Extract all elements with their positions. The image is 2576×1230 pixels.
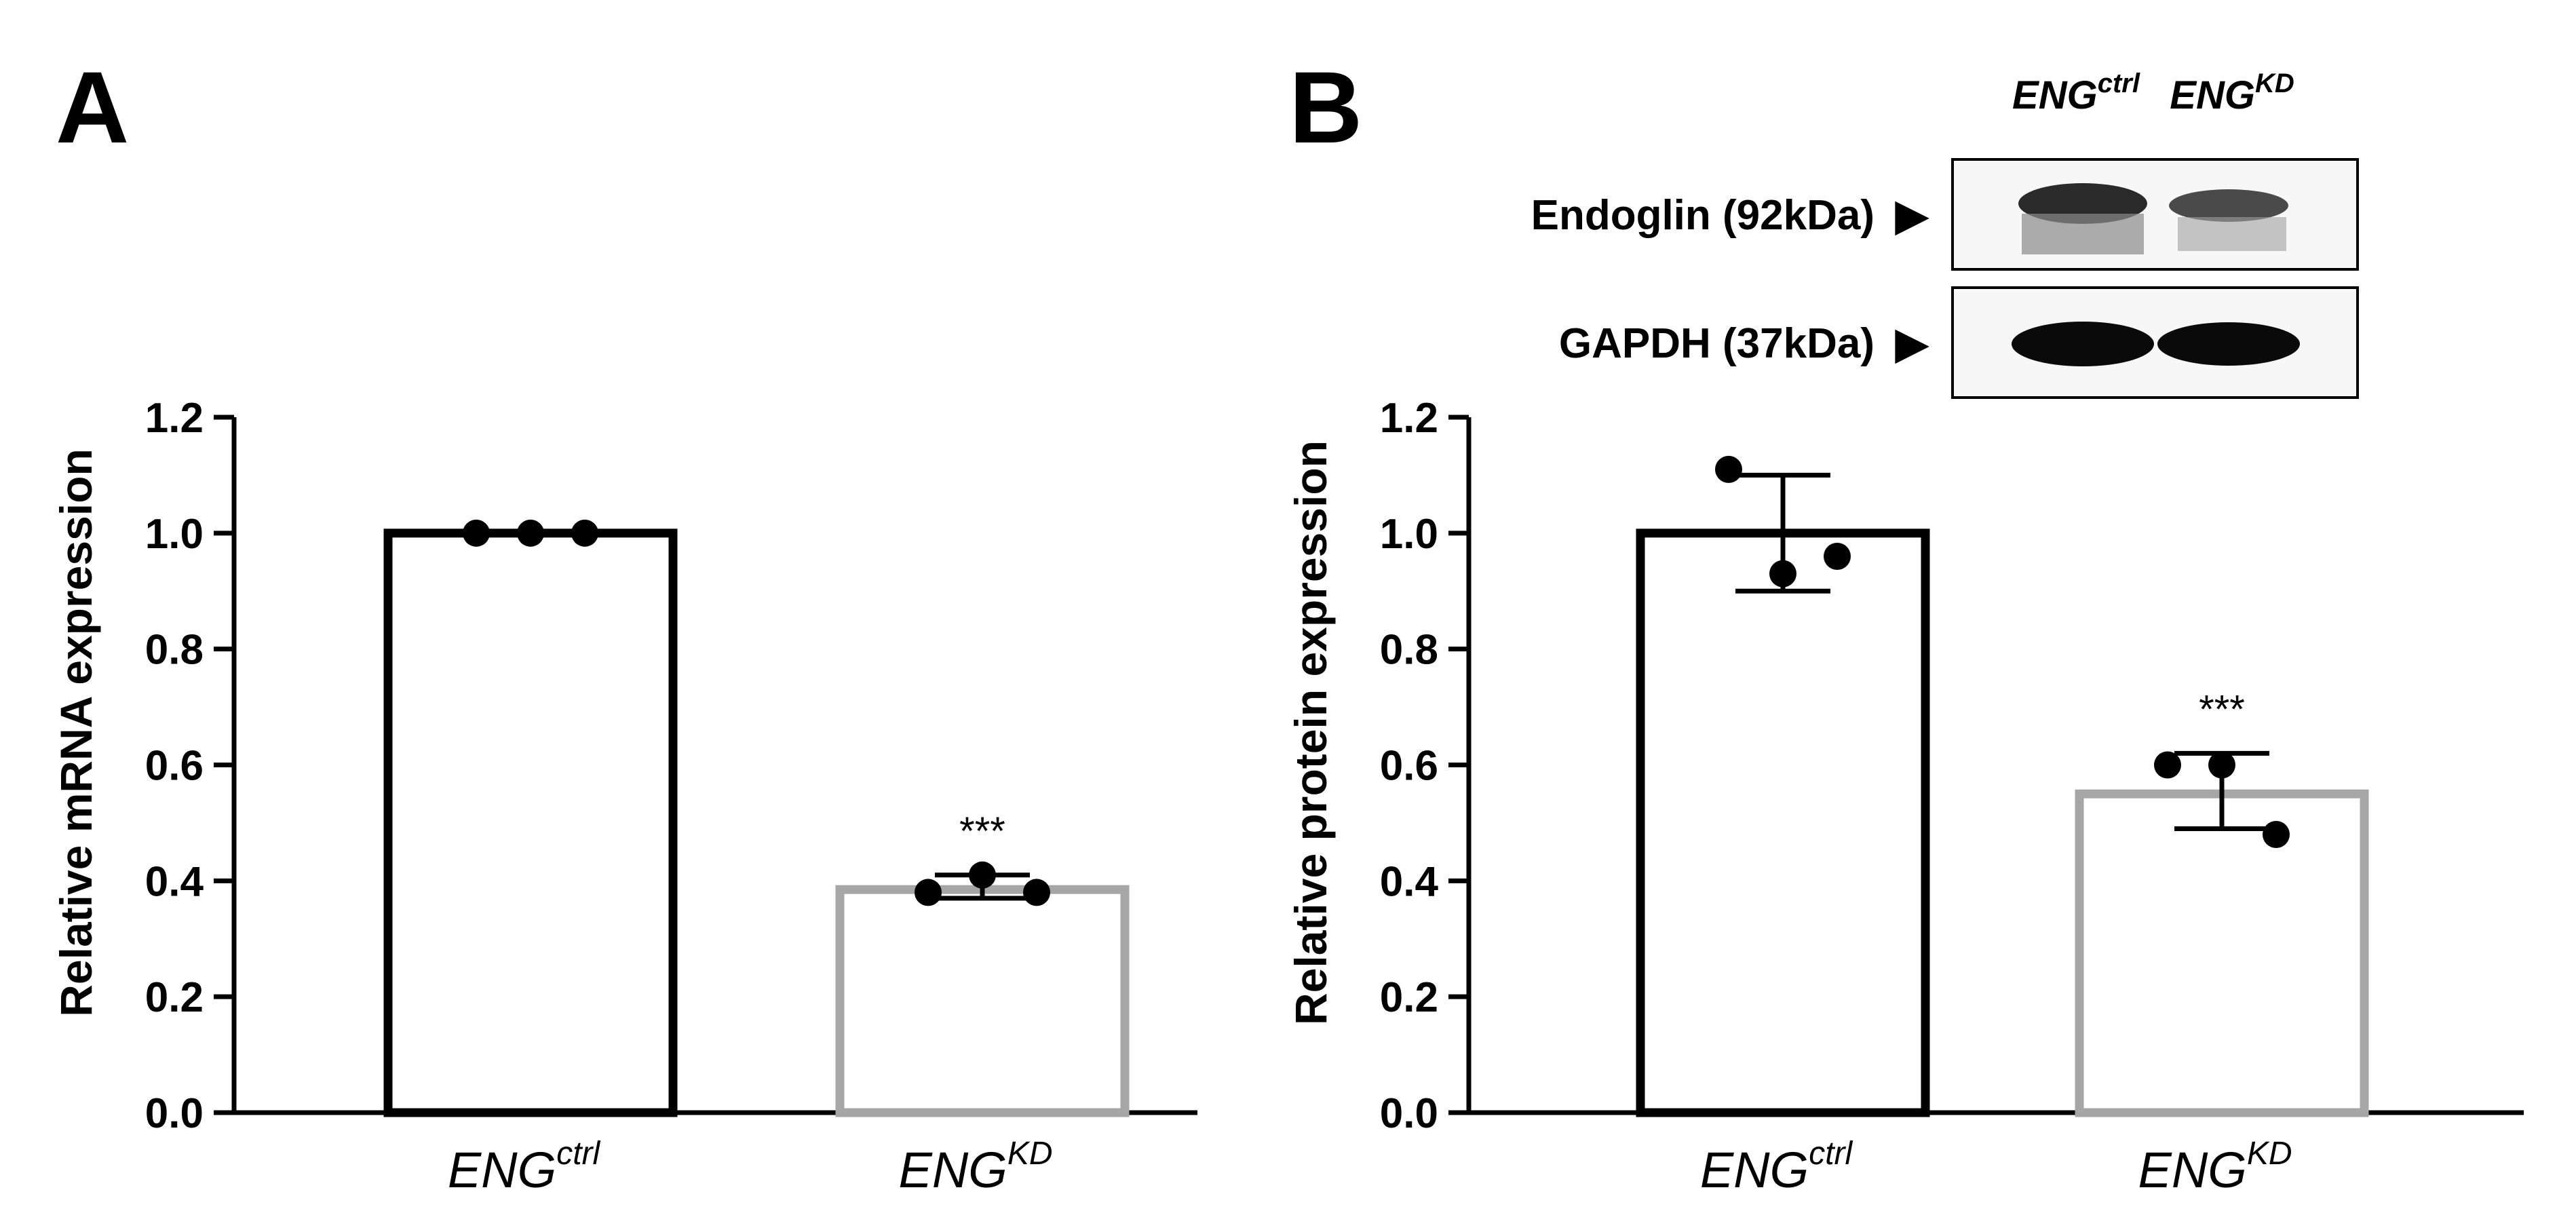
blot-row-label: GAPDH (37kDa) [1559,320,1875,367]
y-tick-label: 1.0 [1380,511,1438,558]
blot-lane-label: ENGctrl [2012,69,2140,117]
data-point [1715,455,1742,483]
data-point [1769,560,1796,588]
y-tick-label: 0.0 [145,1090,204,1137]
data-point [1824,543,1851,570]
data-point [2263,821,2290,848]
y-tick-label: 1.2 [1380,395,1438,442]
panel-letter-b: B [1289,50,1362,164]
y-tick-label: 0.2 [145,974,204,1021]
y-tick-label: 0.2 [1380,974,1438,1021]
data-point [1023,879,1050,906]
y-tick-label: 0.8 [145,627,204,674]
significance-annotation: *** [959,809,1005,853]
data-point [463,519,490,547]
blot-frame-endoglin [1951,158,2359,271]
y-axis-label-a: Relative mRNA expression [51,448,101,1017]
bar [1636,528,1930,1117]
chart-panel-a: Relative mRNA expression 0.0 0.2 0.4 0.6 0.8… [51,395,1197,1198]
blot-marker-icon: ▶ [1895,320,1929,367]
blot-band [2169,189,2288,222]
blot-band [2012,322,2154,366]
data-point [571,519,598,547]
data-point [2208,751,2235,779]
western-blot: ENGctrl ENGKD Endoglin (92kDa) ▶ GAPDH (37kD… [1531,69,2359,399]
blot-smear [2022,214,2144,254]
data-point [517,519,544,547]
y-tick-label: 1.2 [145,395,204,442]
x-tick-label: ENGKD [898,1136,1052,1198]
y-tick-label: 0.6 [1380,743,1438,790]
blot-smear [2178,217,2286,251]
chart-panel-b: Relative protein expression 0.0 0.2 0.4 0.6… [1286,395,2524,1198]
y-tick-label: 1.0 [145,511,204,558]
blot-row-label: Endoglin (92kDa) [1531,192,1875,239]
bar [835,885,1130,1117]
y-axis-label-b: Relative protein expression [1286,440,1336,1025]
y-tick-label: 0.0 [1380,1090,1438,1137]
data-point [969,861,996,889]
blot-lane-label: ENGKD [2170,69,2294,117]
y-tick-label: 0.4 [1380,858,1439,905]
data-point [2154,751,2181,779]
y-tick-label: 0.8 [1380,627,1438,674]
bar [2075,789,2369,1117]
blot-band [2157,322,2300,366]
data-point [915,879,942,906]
y-tick-label: 0.6 [145,743,204,790]
x-tick-label: ENGctrl [1700,1136,1853,1198]
y-tick-label: 0.4 [145,858,204,905]
x-tick-label: ENGKD [2138,1136,2292,1198]
x-tick-label: ENGctrl [448,1136,601,1198]
significance-annotation: *** [2199,687,2245,731]
blot-marker-icon: ▶ [1895,192,1929,239]
bar [383,528,678,1117]
panel-letter-a: A [56,50,129,164]
